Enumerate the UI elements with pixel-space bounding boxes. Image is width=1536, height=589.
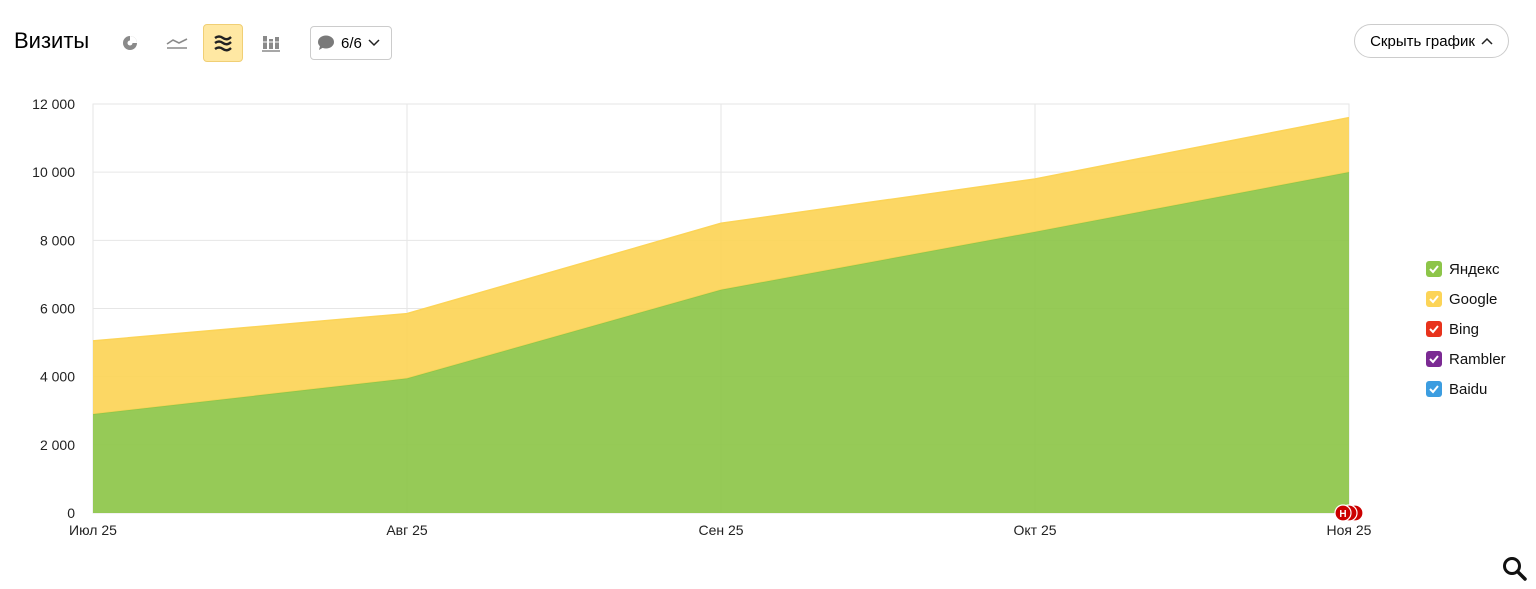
chevron-up-icon bbox=[1481, 37, 1493, 45]
area-series-1 bbox=[93, 117, 1349, 415]
pie-chart-icon bbox=[123, 36, 137, 50]
legend-label: Rambler bbox=[1449, 350, 1506, 368]
hide-chart-button[interactable]: Скрыть график bbox=[1354, 24, 1509, 58]
x-tick-label: Сен 25 bbox=[698, 522, 743, 538]
area-series-line-1 bbox=[92, 116, 1350, 342]
legend-label: Bing bbox=[1449, 320, 1480, 338]
stacked-area-chart: 0 2 000 4 000 6 000 8 000 10 000 12 000 Июл 25 А… bbox=[32, 96, 1372, 538]
checkbox-checked-icon bbox=[1426, 291, 1442, 307]
y-tick-label: 2 000 bbox=[40, 437, 75, 453]
bar-chart-icon bbox=[262, 36, 280, 52]
legend-item-google[interactable]: Google bbox=[1426, 284, 1506, 314]
legend-item-bing[interactable]: Bing bbox=[1426, 314, 1506, 344]
area-chart-button[interactable] bbox=[203, 24, 243, 62]
y-tick-label: 4 000 bbox=[40, 369, 75, 385]
y-tick-label: 12 000 bbox=[32, 96, 75, 112]
x-tick-label: Июл 25 bbox=[69, 522, 117, 538]
y-tick-label: 10 000 bbox=[32, 164, 75, 180]
y-tick-label: 6 000 bbox=[40, 301, 75, 317]
y-tick-label: 0 bbox=[67, 505, 75, 521]
checkbox-checked-icon bbox=[1426, 351, 1442, 367]
checkbox-checked-icon bbox=[1426, 321, 1442, 337]
zoom-button[interactable] bbox=[1500, 554, 1530, 584]
x-tick-label: Авг 25 bbox=[386, 522, 428, 538]
comment-icon bbox=[318, 35, 334, 50]
chart-toolbar: Визиты 6/ bbox=[0, 0, 1536, 80]
line-chart-icon bbox=[166, 38, 188, 49]
notes-dropdown[interactable]: 6/6 bbox=[310, 26, 392, 60]
area-chart-icon bbox=[214, 35, 232, 52]
line-chart-button[interactable] bbox=[157, 24, 197, 62]
checkbox-checked-icon bbox=[1426, 261, 1442, 277]
legend-label: Google bbox=[1449, 290, 1498, 308]
checkbox-checked-icon bbox=[1426, 381, 1442, 397]
page-title: Визиты bbox=[14, 28, 90, 53]
legend-item-rambler[interactable]: Rambler bbox=[1426, 344, 1506, 374]
legend-item-baidu[interactable]: Baidu bbox=[1426, 374, 1506, 404]
legend-label: Baidu bbox=[1449, 380, 1488, 398]
chevron-down-icon bbox=[368, 39, 380, 47]
chart-legend: Яндекс Google Bing Rambler Baidu bbox=[1426, 254, 1506, 404]
annotation-marker bbox=[1334, 504, 1352, 522]
legend-item-yandex[interactable]: Яндекс bbox=[1426, 254, 1506, 284]
x-tick-label: Ноя 25 bbox=[1327, 522, 1372, 538]
magnifier-icon bbox=[1503, 557, 1527, 581]
annotation-marker-label: Н bbox=[1339, 509, 1346, 520]
pie-chart-button[interactable] bbox=[110, 24, 150, 62]
y-tick-label: 8 000 bbox=[40, 232, 75, 248]
legend-label: Яндекс bbox=[1449, 260, 1500, 278]
bar-chart-button[interactable] bbox=[251, 24, 291, 62]
hide-chart-label: Скрыть график bbox=[1370, 32, 1475, 50]
x-tick-label: Окт 25 bbox=[1013, 522, 1056, 538]
area-series-0 bbox=[93, 172, 1349, 513]
notes-count: 6/6 bbox=[341, 34, 362, 52]
